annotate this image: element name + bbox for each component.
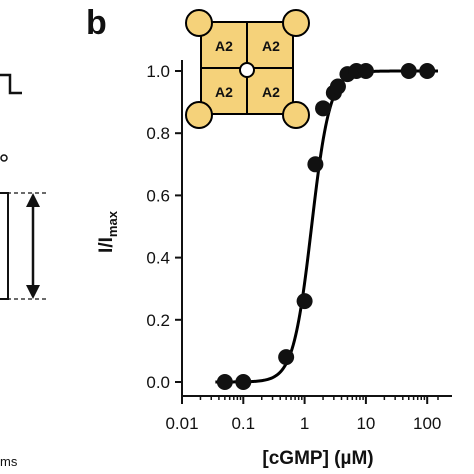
x-tick-label: 0.1	[231, 414, 255, 433]
subunit-label-bottom-left: A2	[215, 84, 233, 100]
data-point	[307, 156, 324, 173]
panel-label: b	[86, 4, 107, 42]
y-tick-label: 0.8	[146, 124, 170, 143]
data-point	[400, 63, 417, 79]
y-ticks: 0.0 0.2 0.4 0.6 0.8 1.0	[146, 62, 182, 392]
data-point	[357, 63, 374, 79]
data-point	[278, 349, 295, 366]
data-point	[329, 78, 346, 95]
x-tick-label: 0.01	[165, 414, 198, 433]
data-point	[235, 374, 252, 390]
corner-circle-bottom-right	[282, 101, 310, 129]
stimulus-trace	[0, 73, 22, 95]
y-tick-label: 0.2	[146, 311, 170, 330]
y-axis-title-main: I/I	[96, 237, 117, 253]
y-tick-label: 0.6	[146, 186, 170, 205]
x-tick-label: 1	[300, 414, 309, 433]
data-points	[216, 63, 436, 390]
y-tick-label: 0.4	[146, 249, 170, 268]
x-tick-label: 100	[413, 414, 441, 433]
corner-circle-top-right	[282, 9, 310, 37]
pore-circle	[239, 62, 255, 78]
subunit-label-top-right: A2	[262, 38, 280, 54]
subunit-label-top-left: A2	[215, 38, 233, 54]
x-ticks: 0.01 0.1 1 10 100	[165, 396, 441, 433]
time-unit-label: ms	[0, 454, 18, 469]
corner-circle-bottom-left	[185, 101, 213, 129]
chart-axes: 0.0 0.2 0.4 0.6 0.8 1.0 0.01 0.1 1 10 100	[146, 60, 452, 433]
data-point	[315, 100, 332, 117]
y-tick-label: 0.0	[146, 373, 170, 392]
arrow-head-down	[26, 285, 40, 299]
x-axis-title: [cGMP] (µM)	[262, 448, 373, 469]
subunit-label-bottom-right: A2	[262, 84, 280, 100]
y-axis-title: I/Imax	[96, 210, 120, 253]
arrow-head-up	[26, 193, 40, 207]
fragment-dot	[0, 154, 8, 162]
data-point	[419, 63, 436, 79]
channel-diagram: A2 A2 A2 A2	[185, 9, 310, 129]
y-tick-label: 1.0	[146, 62, 170, 81]
data-point	[296, 293, 313, 310]
x-tick-label: 10	[356, 414, 375, 433]
data-point	[216, 374, 233, 390]
trace-segment	[0, 192, 9, 300]
fit-curve	[215, 69, 438, 384]
left-panel-fragment: ms	[0, 73, 48, 469]
y-axis-title-subscript: max	[105, 210, 120, 237]
corner-circle-top-left	[185, 9, 213, 37]
